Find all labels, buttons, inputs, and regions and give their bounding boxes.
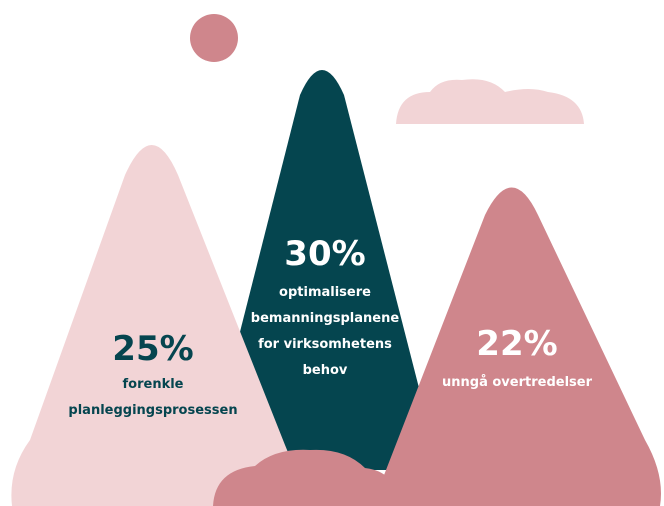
- label-line: behov: [303, 363, 348, 378]
- label-line: forenkle: [123, 377, 184, 392]
- percent: 22%: [476, 324, 557, 364]
- label-line: bemanningsplanene: [251, 311, 400, 326]
- infographic: 25% forenkle planleggingsprosessen 30% optim…: [0, 0, 664, 506]
- label-line: for virksomhetens: [258, 337, 392, 352]
- sun: [190, 14, 238, 62]
- label-line: planleggingsprosessen: [68, 403, 237, 418]
- percent: 25%: [112, 329, 193, 369]
- label-line: unngå overtredelser: [442, 375, 593, 390]
- cloud: [396, 79, 584, 124]
- percent: 30%: [284, 234, 365, 274]
- label-line: optimalisere: [279, 285, 371, 300]
